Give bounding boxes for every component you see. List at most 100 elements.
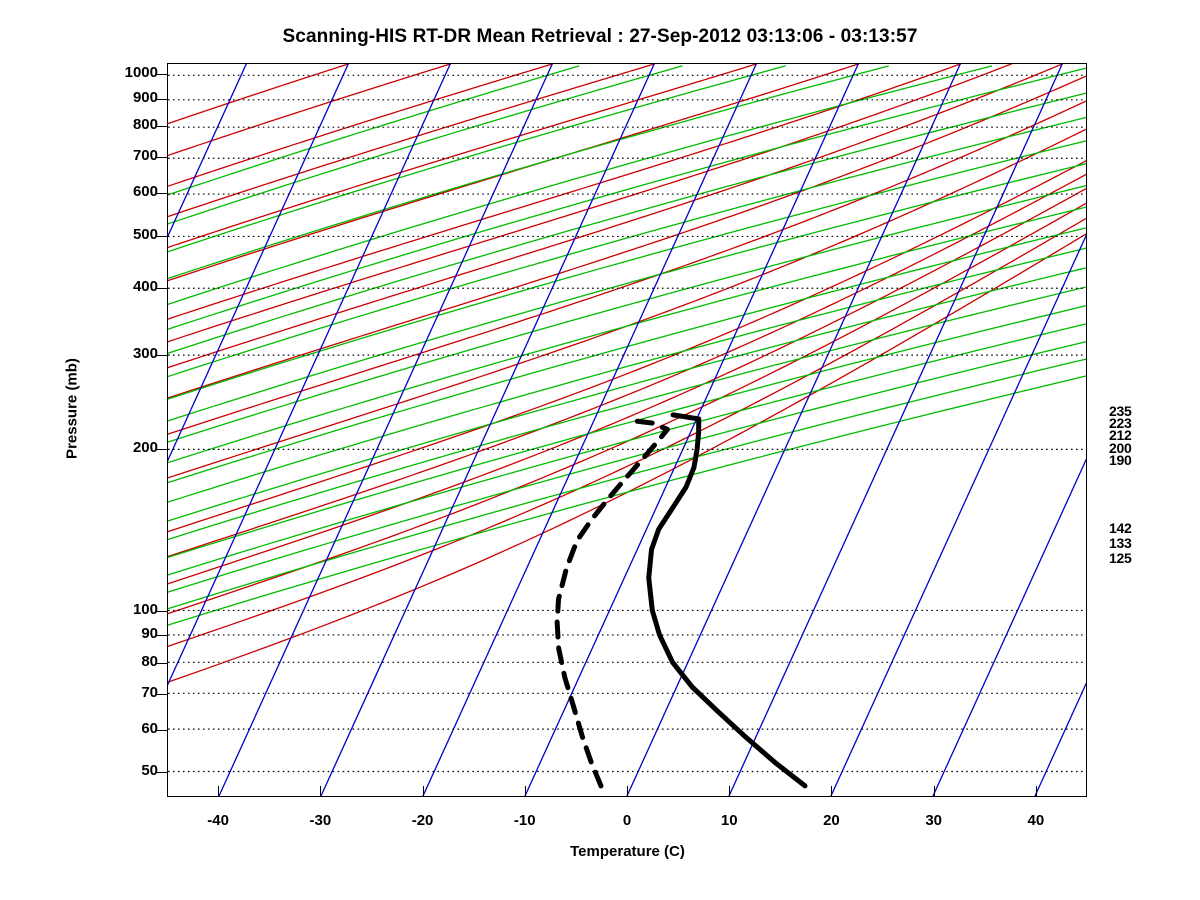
y-axis-tick-label: 300 — [132, 344, 158, 362]
y-axis-tick-label: 500 — [132, 225, 158, 243]
isotherm-line — [422, 64, 757, 796]
y-axis-tick-label: 90 — [141, 625, 158, 643]
isotherm-lines — [168, 64, 1086, 796]
right-level-label: 200 — [1109, 440, 1132, 457]
dry-adiabat-line — [168, 341, 1086, 593]
x-axis-tick — [933, 786, 935, 797]
isobar-gridlines — [168, 74, 1086, 773]
dry-adiabat-line — [168, 67, 1086, 330]
dry-adiabat-line — [168, 206, 1086, 464]
y-axis-tick-label: 80 — [141, 652, 158, 670]
y-axis-tick-label: 50 — [141, 762, 158, 780]
y-axis-tick — [156, 729, 167, 731]
x-axis-title: Temperature (C) — [570, 843, 685, 860]
dry-adiabat-line — [168, 375, 1086, 626]
dry-adiabat-line — [168, 140, 1086, 400]
right-level-label: 190 — [1109, 452, 1132, 469]
isotherm-line — [830, 234, 1086, 796]
x-axis-tick — [627, 786, 628, 797]
y-axis-tick-label: 100 — [132, 600, 158, 618]
right-level-label: 133 — [1109, 535, 1132, 552]
y-axis-tick-label: 800 — [132, 116, 158, 134]
plot-area — [167, 63, 1087, 797]
moist-adiabat-line — [168, 128, 1086, 479]
isotherm-line — [168, 64, 349, 462]
y-axis-tick-label: 60 — [141, 719, 158, 737]
y-axis-tick — [156, 287, 167, 289]
right-level-label: 125 — [1109, 549, 1132, 566]
dry-adiabat-line — [168, 65, 683, 225]
x-axis-tick-label: 20 — [823, 812, 840, 829]
moist-adiabat-line — [168, 64, 655, 218]
x-axis-tick — [320, 786, 322, 797]
x-axis-tick-label: -30 — [309, 812, 332, 829]
x-axis-tick-label: -20 — [411, 812, 434, 829]
dry-adiabat-line — [168, 247, 1086, 503]
y-axis-tick — [156, 635, 167, 637]
x-axis-tick-label: 0 — [622, 812, 632, 829]
x-axis-tick — [1035, 786, 1037, 797]
dry-adiabat-line — [168, 65, 786, 253]
dry-adiabat-line — [168, 358, 1086, 610]
y-axis-tick-label: 900 — [132, 88, 158, 106]
moist-adiabat-line — [168, 64, 451, 157]
moist-adiabat-line — [168, 173, 1086, 558]
dry-adiabat-line — [168, 116, 1086, 378]
moist-adiabat-line — [168, 233, 1086, 683]
moist-adiabat-line — [168, 202, 1086, 615]
dry-adiabat-lines — [168, 65, 1086, 626]
y-axis-tick-label: 600 — [132, 183, 158, 201]
y-axis-tick-label: 200 — [132, 439, 158, 457]
skewt-plot-svg — [168, 64, 1086, 796]
y-axis-tick-label: 700 — [132, 147, 158, 165]
right-level-label: 223 — [1109, 415, 1132, 432]
x-axis-tick — [422, 786, 424, 797]
sounding-profiles — [554, 412, 808, 789]
moist-adiabat-line — [168, 75, 1086, 399]
y-axis-tick — [156, 610, 167, 612]
dry-adiabat-line — [168, 163, 1086, 422]
x-axis-tick-label: 30 — [925, 812, 942, 829]
y-axis-tick-label: 70 — [141, 684, 158, 702]
dewpoint-profile-line — [554, 418, 670, 789]
y-axis-tick — [156, 74, 167, 76]
dry-adiabat-line — [168, 267, 1086, 522]
moist-adiabat-line — [168, 187, 1086, 585]
y-axis-tick — [156, 449, 167, 451]
moist-adiabat-line — [168, 64, 859, 282]
dry-adiabat-line — [168, 286, 1086, 541]
y-axis-tick-label: 400 — [132, 277, 158, 295]
isotherm-line — [524, 64, 859, 796]
dry-adiabat-line — [168, 65, 889, 280]
x-axis-tick-label: -40 — [207, 812, 229, 829]
y-axis-tick-label: 1000 — [124, 64, 158, 82]
y-axis-tick — [156, 354, 167, 356]
temperature-profile-line — [646, 412, 808, 789]
y-axis-tick — [156, 193, 167, 195]
y-axis-tick — [156, 157, 167, 159]
isotherm-line — [320, 64, 655, 796]
moist-adiabat-lines — [168, 64, 1086, 683]
right-level-label: 235 — [1109, 402, 1132, 419]
isotherm-line — [168, 64, 451, 686]
moist-adiabat-line — [168, 64, 757, 249]
y-axis-tick — [156, 98, 167, 100]
moist-adiabat-line — [168, 160, 1086, 533]
right-level-label: 212 — [1109, 426, 1132, 443]
x-axis-tick — [831, 786, 833, 797]
moist-adiabat-line — [168, 64, 1063, 369]
moist-adiabat-line — [168, 64, 961, 320]
x-axis-tick-label: -10 — [513, 812, 536, 829]
right-level-label: 142 — [1109, 520, 1132, 537]
dry-adiabat-line — [168, 92, 1086, 354]
x-axis-tick — [729, 786, 731, 797]
x-axis-tick-label: 10 — [720, 812, 738, 829]
moist-adiabat-line — [168, 100, 1086, 435]
dry-adiabat-line — [168, 227, 1086, 484]
moist-adiabat-line — [168, 64, 1012, 343]
dry-adiabat-line — [168, 65, 580, 196]
isotherm-line — [932, 458, 1086, 796]
dry-adiabat-line — [168, 185, 1086, 443]
isotherm-line — [218, 64, 553, 796]
